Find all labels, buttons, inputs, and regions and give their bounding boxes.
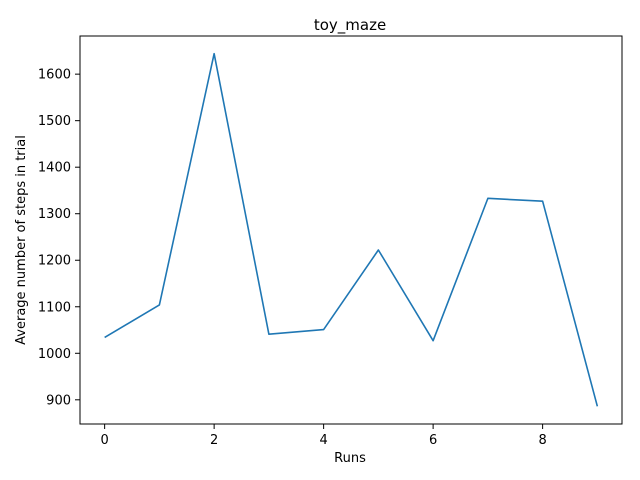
y-tick-label: 1400 <box>38 161 71 176</box>
x-tick-label: 2 <box>210 433 218 448</box>
plot-frame <box>79 35 623 425</box>
y-tick-label: 1600 <box>38 68 71 83</box>
y-axis-label: Average number of steps in trial <box>14 135 29 345</box>
x-tick-label: 8 <box>538 433 546 448</box>
series-line <box>104 52 599 407</box>
y-tick-label: 1100 <box>38 300 71 315</box>
y-axis-ticks: 900 1000 1100 1200 1300 1400 1500 1600 <box>38 68 80 408</box>
x-axis-label: Runs <box>334 451 366 466</box>
x-tick-label: 4 <box>319 433 327 448</box>
chart-title: toy_maze <box>314 16 386 35</box>
y-tick-label: 1200 <box>38 254 71 269</box>
x-tick-label: 6 <box>429 433 437 448</box>
y-tick-label: 1500 <box>38 114 71 129</box>
x-tick-label: 0 <box>100 433 108 448</box>
y-tick-label: 900 <box>46 393 71 408</box>
y-tick-label: 1300 <box>38 207 71 222</box>
y-tick-label: 1000 <box>38 347 71 362</box>
plot-area <box>104 52 599 407</box>
x-axis-ticks: 0 2 4 6 8 <box>100 424 547 448</box>
